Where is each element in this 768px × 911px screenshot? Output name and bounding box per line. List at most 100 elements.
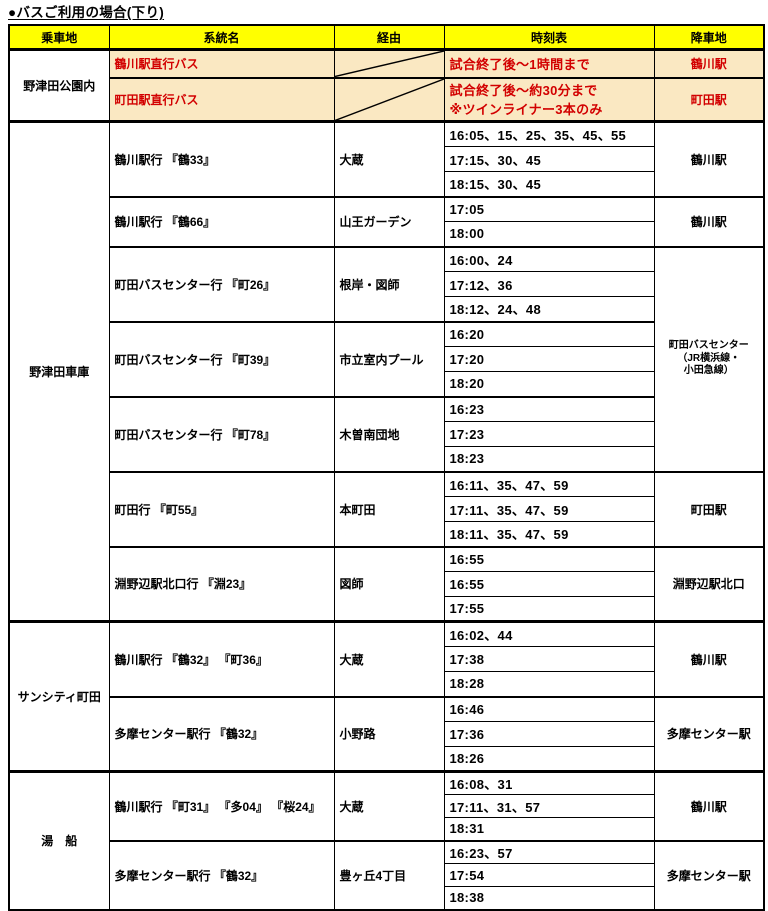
destination-cell: 町田駅 (653, 470, 765, 547)
via-cell (333, 48, 445, 78)
boarding-cell: 野津田公園内 (8, 48, 110, 122)
timetable-row: 18:12、24、48 (9, 296, 764, 322)
destination-cell: 町田バスセンター （JR横浜線・ 小田急線） (653, 245, 765, 472)
via-cell: 図師 (333, 545, 445, 622)
timetable-row: 17:20 (9, 346, 764, 372)
destination-cell: 多摩センター駅 (653, 695, 765, 772)
timetable-row: 17:54 (9, 863, 764, 887)
timetable-row: 多摩センター駅行 『鶴32』 小野路 16:46 多摩センター駅 (9, 695, 765, 772)
time-cell: 16:20 (443, 320, 655, 347)
header-destination: 降車地 (653, 24, 765, 51)
time-cell: 18:00 (443, 221, 655, 247)
route-cell: 鶴川駅行 『鶴32』 『町36』 (108, 620, 335, 697)
destination-cell: 淵野辺駅北口 (653, 545, 765, 622)
via-cell (333, 76, 445, 122)
time-cell: 16:11、35、47、59 (443, 470, 655, 497)
timetable-row: 湯 船鶴川駅行 『町31』 『多04』 『桜24』 大蔵 16:08、31 鶴川駅 (8, 770, 765, 910)
time-cell: 17:23 (443, 421, 655, 447)
time-cell: 18:26 (443, 746, 655, 772)
via-cell: 市立室内プール (333, 320, 445, 397)
destination-cell: 鶴川駅 (653, 120, 765, 197)
time-cell: 18:12、24、48 (443, 296, 655, 322)
time-cell: 試合終了後～1時間まで (443, 48, 655, 78)
time-cell: 16:00、24 (443, 245, 655, 272)
time-cell: 17:05 (443, 195, 655, 222)
timetable-row: 17:15、30、45 (9, 146, 764, 172)
time-cell: 17:11、31、57 (443, 794, 655, 818)
timetable-row: 多摩センター駅行 『鶴32』 豊ヶ丘4丁目 16:23、57 多摩センター駅 (9, 839, 765, 910)
time-cell: 16:05、15、25、35、45、55 (443, 120, 655, 147)
timetable-row: 淵野辺駅北口行 『淵23』 図師 16:55 淵野辺駅北口 (9, 545, 765, 622)
time-cell: 16:23、57 (443, 839, 655, 864)
route-cell: 町田バスセンター行 『町39』 (108, 320, 335, 397)
time-cell: 17:36 (443, 721, 655, 747)
diagonal-line-icon (335, 51, 444, 77)
via-cell: 山王ガーデン (333, 195, 445, 247)
timetable-row: 18:28 (9, 671, 764, 697)
timetable-row: 町田バスセンター行 『町26』 根岸・図師 16:00、24 町田バスセンター （JR… (9, 245, 765, 472)
timetable-row: 町田バスセンター行 『町39』 市立室内プール 16:20 (9, 320, 764, 397)
route-cell: 町田行 『町55』 (108, 470, 335, 547)
time-cell: 18:28 (443, 671, 655, 697)
time-cell: 16:08、31 (443, 770, 655, 795)
time-cell: 16:46 (443, 695, 655, 722)
via-cell: 豊ヶ丘4丁目 (333, 839, 445, 910)
timetable-row: 町田バスセンター行 『町78』 木曽南団地 16:23 (9, 395, 764, 472)
header-timetable: 時刻表 (443, 24, 655, 51)
time-cell: 18:23 (443, 446, 655, 472)
boarding-cell: サンシティ町田 (8, 620, 110, 772)
boarding-cell: 野津田車庫 (8, 120, 110, 622)
via-cell: 大蔵 (333, 620, 445, 697)
header-route: 系統名 (108, 24, 335, 51)
via-cell: 本町田 (333, 470, 445, 547)
timetable-row: 16:55 (9, 571, 764, 597)
timetable-row: 鶴川駅行 『鶴66』 山王ガーデン 17:05 鶴川駅 (9, 195, 765, 247)
timetable-row: 町田駅直行バス 試合終了後～約30分まで ※ツインライナー3本のみ 町田駅 (9, 76, 765, 122)
route-cell: 鶴川駅行 『町31』 『多04』 『桜24』 (108, 770, 335, 841)
timetable-row: 17:23 (9, 421, 764, 447)
timetable-row: 18:20 (9, 371, 764, 397)
destination-cell: 町田駅 (653, 76, 765, 122)
time-cell: 18:31 (443, 817, 655, 841)
timetable-row: 17:11、35、47、59 (9, 496, 764, 522)
timetable-row: 17:38 (9, 646, 764, 672)
destination-cell: 鶴川駅 (653, 620, 765, 697)
route-cell: 鶴川駅直行バス (108, 48, 335, 78)
via-cell: 木曽南団地 (333, 395, 445, 472)
timetable-body: 野津田公園内 鶴川駅直行バス 試合終了後～1時間まで 鶴川駅 町田駅直行バス 試合終了後～… (8, 48, 765, 910)
destination-cell: 鶴川駅 (653, 195, 765, 247)
time-cell: 試合終了後～約30分まで ※ツインライナー3本のみ (443, 76, 655, 122)
timetable-row: 18:23 (9, 446, 764, 472)
time-cell: 16:55 (443, 545, 655, 572)
time-cell: 16:23 (443, 395, 655, 422)
time-cell: 16:55 (443, 571, 655, 597)
header-row: 乗車地 系統名 経由 時刻表 降車地 (8, 24, 765, 51)
time-cell: 18:20 (443, 371, 655, 397)
diagonal-line-icon (335, 79, 444, 121)
route-cell: 多摩センター駅行 『鶴32』 (108, 839, 335, 910)
time-cell: 18:11、35、47、59 (443, 521, 655, 547)
destination-cell: 多摩センター駅 (653, 839, 765, 910)
time-cell: 18:38 (443, 886, 655, 910)
time-cell: 17:38 (443, 646, 655, 672)
timetable-row: 17:55 (9, 596, 764, 622)
timetable-row: 町田行 『町55』 本町田 16:11、35、47、59 町田駅 (9, 470, 765, 547)
timetable-row: サンシティ町田 鶴川駅行 『鶴32』 『町36』 大蔵 16:02、44 鶴川駅 (8, 620, 765, 772)
header-boarding: 乗車地 (8, 24, 110, 51)
time-cell: 17:54 (443, 863, 655, 887)
boarding-cell: 湯 船 (8, 770, 110, 910)
route-cell: 鶴川駅行 『鶴33』 (108, 120, 335, 197)
timetable-row: 17:36 (9, 721, 764, 747)
route-cell: 町田バスセンター行 『町78』 (108, 395, 335, 472)
via-cell: 大蔵 (333, 120, 445, 197)
route-cell: 町田駅直行バス (108, 76, 335, 122)
route-cell: 鶴川駅行 『鶴66』 (108, 195, 335, 247)
time-cell: 17:20 (443, 346, 655, 372)
time-cell: 18:15、30、45 (443, 171, 655, 197)
time-cell: 17:55 (443, 596, 655, 622)
time-cell: 17:15、30、45 (443, 146, 655, 172)
destination-cell: 鶴川駅 (653, 48, 765, 78)
route-cell: 多摩センター駅行 『鶴32』 (108, 695, 335, 772)
bus-timetable: 乗車地 系統名 経由 時刻表 降車地 野津田公園内 鶴川駅直行バス 試合終了後～1時… (8, 24, 765, 911)
